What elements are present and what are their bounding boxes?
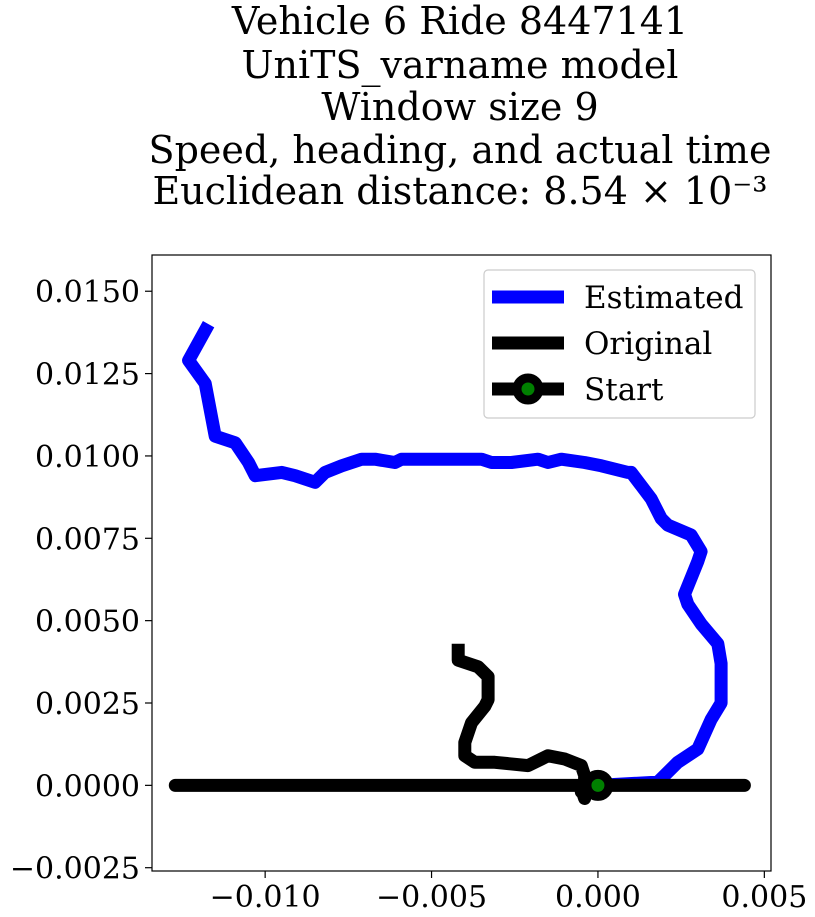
plot-frame [151,254,772,872]
y-tick-label: 0.0125 [35,358,140,393]
y-tick-label: −0.0025 [10,852,140,887]
y-tick-label: 0.0025 [35,687,140,722]
y-tick-label: 0.0075 [35,522,140,557]
x-tick-label: −0.010 [210,880,321,915]
x-tick-label: 0.000 [555,880,641,915]
title-line: Euclidean distance: 8.54 × 10⁻³ [152,169,767,213]
title-line: Vehicle 6 Ride 8447141 [231,0,688,43]
legend-label: Estimated [584,280,743,316]
series-line-original [168,643,751,805]
legend-label: Original [584,326,712,362]
y-tick-label: 0.0150 [35,275,140,310]
start-marker [582,769,614,801]
legend: Estimated Original Start [483,269,756,419]
x-tick-label: 0.005 [721,880,807,915]
y-tick-label: 0.0000 [35,769,140,804]
plot-series [168,321,751,805]
x-axis: −0.010 −0.005 0.000 0.005 [210,871,807,915]
legend-label: Start [584,372,664,408]
legend-start-marker [512,373,544,405]
y-axis: −0.0025 0.0000 0.0025 0.0050 0.0075 0.0100 0.0… [10,275,152,887]
legend-box [483,269,756,419]
x-tick-label: −0.005 [376,880,487,915]
title-line: Window size 9 [321,85,598,129]
y-tick-label: 0.0100 [35,440,140,475]
title-line: Speed, heading, and actual time [149,128,772,172]
title-line: UniTS_varname model [242,43,679,88]
y-tick-label: 0.0050 [35,605,140,640]
series-line-estimated [182,321,728,792]
